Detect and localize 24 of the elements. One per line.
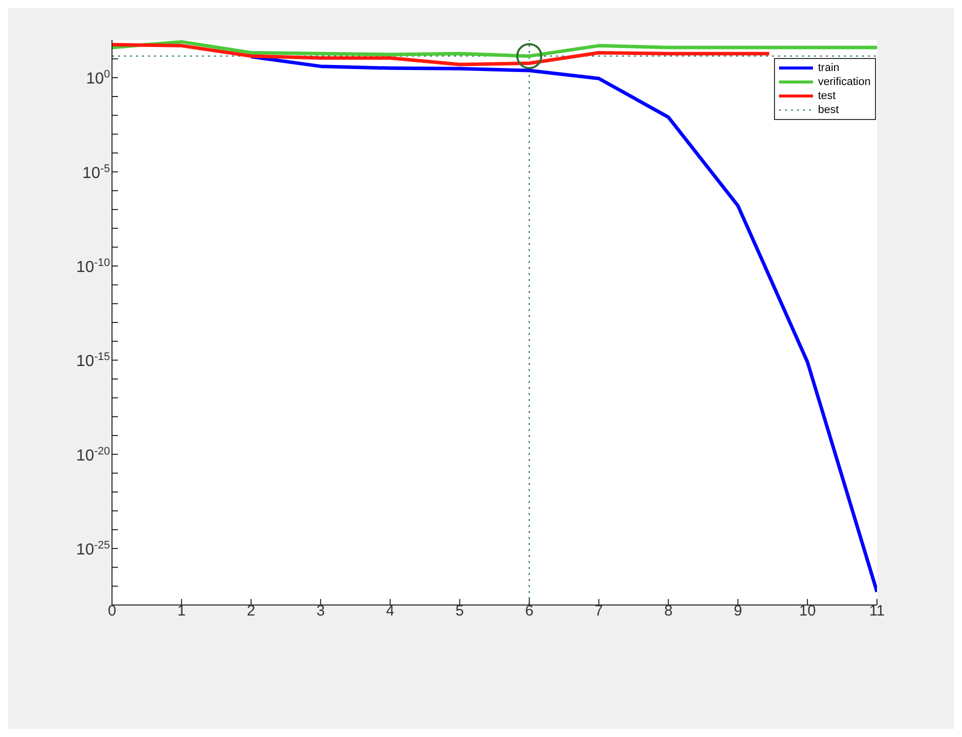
legend-label: train	[818, 62, 840, 74]
x-tick-label: 9	[734, 602, 742, 620]
y-tick-label: 10$^{0}$	[86, 68, 110, 88]
x-tick-label: 6	[525, 602, 534, 620]
x-tick-label: 1	[177, 602, 186, 620]
legend-label: best	[818, 104, 839, 116]
x-tick-label: 7	[594, 602, 603, 620]
x-tick-label: 8	[664, 602, 673, 620]
line-series	[112, 42, 771, 66]
x-tick-label: 0	[108, 602, 116, 620]
y-tick-label: 10$^{-25}$	[76, 540, 110, 558]
x-tick-label: 11	[869, 602, 885, 620]
x-tick-label: 3	[316, 602, 325, 620]
y-tick-label: 10$^{-5}$	[82, 162, 110, 182]
y-tick-label: 10$^{-15}$	[76, 351, 110, 370]
x-tick-label: 5	[456, 602, 464, 620]
y-tick-label: 10$^{-20}$	[76, 445, 110, 464]
legend-label: test	[818, 90, 836, 102]
y-tick-label: 10$^{-10}$	[76, 257, 110, 276]
legend-label: verification	[818, 76, 871, 88]
line-series	[112, 40, 877, 58]
x-tick-label: 4	[386, 602, 394, 620]
x-tick-label: 10	[799, 602, 816, 620]
x-tick-label: 2	[246, 602, 256, 620]
